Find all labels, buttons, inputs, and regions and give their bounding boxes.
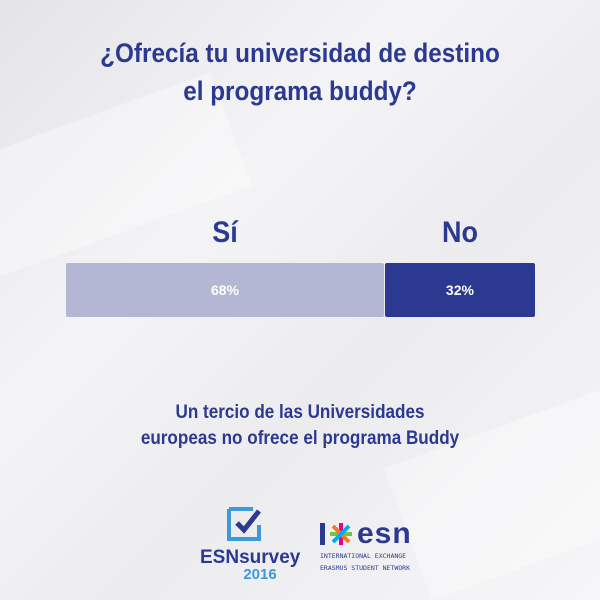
- category-label-si: Sí: [212, 216, 239, 249]
- data-label: 68%: [210, 282, 239, 298]
- data-label: 32%: [445, 282, 474, 298]
- page-title: ¿Ofrecía tu universidad de destino el pr…: [30, 34, 570, 110]
- title-line: el programa buddy?: [183, 76, 417, 106]
- subtitle-line: Un tercio de las Universidades: [175, 402, 425, 423]
- star-icon: [330, 523, 352, 545]
- esnsurvey-logo: ESNsurvey 2016: [200, 505, 300, 582]
- stacked-bar: 68% 32%: [66, 263, 535, 317]
- checkbox-icon: [227, 507, 261, 541]
- title-line: ¿Ofrecía tu universidad de destino: [100, 38, 500, 68]
- bar-segment-no: 32%: [384, 263, 535, 317]
- subtitle-line: europeas no ofrece el programa Buddy: [140, 428, 460, 449]
- category-label-no: No: [441, 216, 478, 249]
- esn-logo: esn INTERNATIONAL EXCHANGE ERASMUS STUDE…: [320, 517, 412, 572]
- subtitle: Un tercio de las Universidades europeas …: [30, 400, 570, 452]
- bar-segment-si: 68%: [66, 263, 384, 317]
